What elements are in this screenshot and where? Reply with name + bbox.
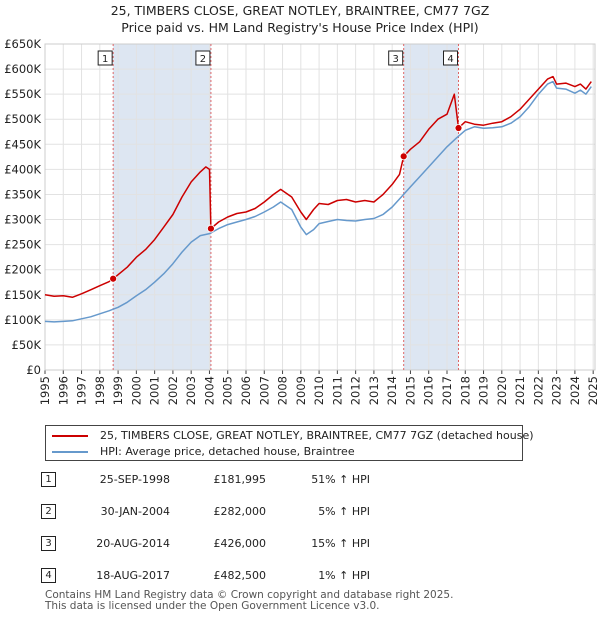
sale-label-number: 1 — [102, 54, 108, 65]
title-line-2: Price paid vs. HM Land Registry's House … — [121, 20, 479, 35]
sale-number-badge: 3 — [41, 536, 56, 551]
sale-date: 30-JAN-2004 — [100, 505, 170, 518]
y-tick-label: £600K — [4, 62, 41, 76]
x-tick-label: 2015 — [403, 376, 417, 405]
y-tick-label: £0 — [26, 363, 41, 377]
y-tick-label: £200K — [4, 263, 41, 277]
legend-label-price: 25, TIMBERS CLOSE, GREAT NOTLEY, BRAINTR… — [100, 429, 534, 442]
x-tick-label: 2007 — [257, 376, 271, 405]
sale-row: 1 25-SEP-1998 £181,995 51% ↑ HPI — [0, 470, 600, 490]
x-tick-label: 1996 — [56, 376, 70, 405]
footer: Contains HM Land Registry data © Crown c… — [45, 590, 453, 612]
x-tick-label: 1995 — [38, 376, 52, 405]
x-tick-label: 2017 — [440, 376, 454, 405]
y-tick-label: £150K — [4, 288, 41, 302]
x-tick-label: 2024 — [568, 376, 582, 405]
x-tick-label: 2012 — [349, 376, 363, 405]
hpi-series-line — [44, 80, 592, 323]
sale-label-number: 4 — [447, 54, 453, 65]
chart-title: 25, TIMBERS CLOSE, GREAT NOTLEY, BRAINTR… — [0, 2, 600, 36]
sale-date: 20-AUG-2014 — [96, 537, 170, 550]
x-tick-label: 2023 — [550, 376, 564, 405]
sale-hpi-change: 1% ↑ HPI — [318, 569, 370, 582]
x-tick-label: 2010 — [312, 376, 326, 405]
x-tick-label: 2013 — [367, 376, 381, 405]
y-tick-label: £250K — [4, 238, 41, 252]
x-tick-label: 2005 — [221, 376, 235, 405]
sale-row: 4 18-AUG-2017 £482,500 1% ↑ HPI — [0, 566, 600, 586]
x-tick-label: 2022 — [531, 376, 545, 405]
sale-date: 18-AUG-2017 — [96, 569, 170, 582]
y-tick-label: £100K — [4, 313, 41, 327]
sale-label-box — [443, 50, 459, 66]
footer-licence: This data is licensed under the Open Gov… — [45, 600, 380, 612]
price-chart: £0 £50K £100K £150K £200K £250K £300K £350K £400… — [4, 37, 600, 405]
y-tick-label: £450K — [4, 137, 41, 151]
x-tick-label: 2009 — [294, 376, 308, 405]
price-series-line — [44, 75, 592, 299]
x-tick-label: 2014 — [385, 376, 399, 405]
x-tick-label: 2021 — [513, 376, 527, 405]
y-tick-label: £500K — [4, 112, 41, 126]
sale-price: £282,000 — [213, 505, 267, 518]
sale-hpi-change: 51% ↑ HPI — [311, 473, 370, 486]
x-tick-label: 2002 — [166, 376, 180, 405]
y-tick-label: £650K — [4, 37, 41, 51]
x-tick-label: 2020 — [495, 376, 509, 405]
plot-border — [44, 43, 596, 371]
sale-label-box — [388, 50, 404, 66]
sale-number-badge: 1 — [41, 472, 56, 487]
x-tick-label: 2001 — [148, 376, 162, 405]
sale-hpi-change: 5% ↑ HPI — [318, 505, 370, 518]
sale-label-number: 2 — [200, 54, 206, 65]
sale-row: 3 20-AUG-2014 £426,000 15% ↑ HPI — [0, 534, 600, 554]
footer-copyright: Contains HM Land Registry data © Crown c… — [45, 589, 454, 601]
y-tick-label: £400K — [4, 162, 41, 176]
x-tick-label: 2004 — [202, 376, 216, 405]
sale-price: £426,000 — [213, 537, 267, 550]
x-tick-label: 2000 — [129, 376, 143, 405]
sale-label-box — [97, 50, 113, 66]
x-tick-label: 2025 — [586, 376, 600, 405]
sale-period-shade — [403, 44, 459, 370]
sale-point — [109, 274, 118, 283]
x-tick-label: 2016 — [422, 376, 436, 405]
x-tick-label: 2011 — [330, 376, 344, 405]
sale-point — [454, 124, 463, 132]
sale-price: £482,500 — [213, 569, 267, 582]
x-tick-label: 1997 — [75, 376, 89, 405]
sale-row: 2 30-JAN-2004 £282,000 5% ↑ HPI — [0, 502, 600, 522]
title-line-1: 25, TIMBERS CLOSE, GREAT NOTLEY, BRAINTR… — [110, 3, 490, 18]
sale-point — [207, 224, 215, 233]
y-tick-label: £50K — [12, 338, 42, 352]
y-tick-label: £550K — [4, 87, 41, 101]
x-tick-label: 2018 — [458, 376, 472, 405]
legend: 25, TIMBERS CLOSE, GREAT NOTLEY, BRAINTR… — [45, 425, 534, 461]
sale-point — [399, 152, 408, 161]
sale-label-box — [195, 50, 211, 66]
y-tick-label: £350K — [4, 187, 41, 201]
sale-number-badge: 4 — [41, 568, 56, 583]
sale-hpi-change: 15% ↑ HPI — [311, 537, 370, 550]
sale-number-badge: 2 — [41, 504, 56, 519]
sale-label-number: 3 — [393, 54, 399, 65]
y-tick-label: £300K — [4, 213, 41, 227]
legend-swatch-price — [52, 435, 88, 437]
x-tick-label: 2003 — [184, 376, 198, 405]
x-tick-label: 2006 — [239, 376, 253, 405]
sale-period-shade — [113, 44, 211, 370]
legend-label-hpi: HPI: Average price, detached house, Brai… — [100, 445, 355, 458]
legend-swatch-hpi — [52, 451, 88, 453]
x-tick-label: 2008 — [276, 376, 290, 405]
sale-date: 25-SEP-1998 — [99, 473, 170, 486]
x-tick-label: 1998 — [93, 376, 107, 405]
x-tick-label: 2019 — [477, 376, 491, 405]
sale-price: £181,995 — [213, 473, 267, 486]
x-tick-label: 1999 — [111, 376, 125, 405]
